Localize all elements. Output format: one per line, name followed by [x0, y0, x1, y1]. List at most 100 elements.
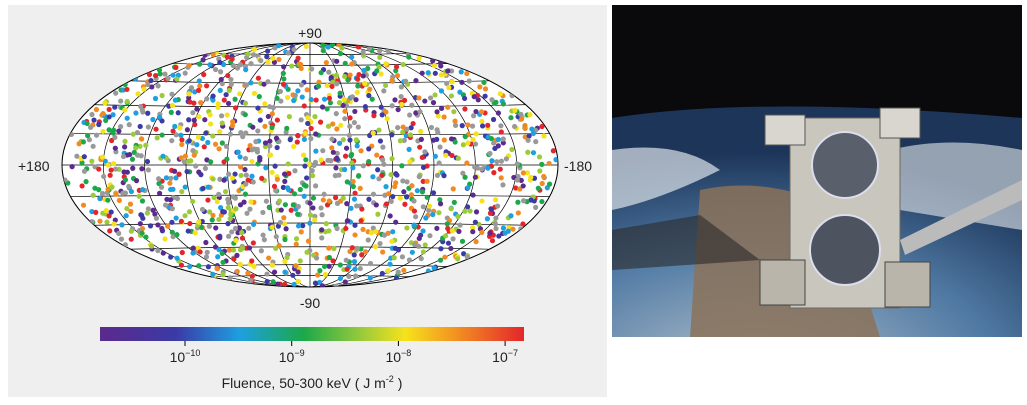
burst-dot [301, 103, 307, 109]
burst-dot [351, 196, 358, 202]
burst-dot [291, 191, 298, 197]
burst-dot [171, 168, 178, 174]
burst-dot [339, 45, 345, 51]
burst-dot [93, 209, 99, 215]
burst-dot [332, 195, 339, 201]
burst-dot [448, 206, 454, 212]
burst-dot [388, 198, 394, 205]
burst-dot [190, 148, 196, 154]
burst-dot [259, 175, 265, 181]
burst-dot [144, 210, 150, 216]
burst-dot [495, 136, 502, 143]
tick-exponent: −9 [294, 348, 304, 358]
burst-dot [462, 133, 468, 140]
burst-dot [201, 144, 207, 150]
burst-dot [109, 137, 115, 144]
burst-dot [323, 221, 329, 227]
burst-dot [217, 69, 224, 75]
burst-dot [297, 186, 303, 193]
burst-dot [186, 62, 192, 69]
burst-dot [498, 129, 504, 135]
burst-dot [342, 60, 348, 67]
burst-dot [260, 232, 266, 238]
burst-dot [392, 245, 398, 251]
burst-dot [330, 79, 336, 85]
burst-dot [271, 183, 278, 189]
burst-dot [156, 180, 162, 187]
burst-dot [210, 97, 216, 103]
burst-dot [541, 133, 547, 139]
burst-dot [522, 125, 528, 131]
burst-dot [89, 111, 95, 118]
burst-dot [285, 94, 291, 101]
burst-dot [170, 186, 176, 192]
burst-dot [276, 56, 282, 63]
burst-dot [418, 255, 424, 262]
burst-dot [357, 185, 363, 191]
burst-dot [291, 46, 297, 53]
burst-dot [207, 112, 213, 118]
burst-dot [234, 65, 241, 71]
burst-dot [295, 211, 301, 217]
burst-dot [174, 195, 181, 202]
burst-dot [340, 102, 346, 108]
burst-dot [434, 109, 440, 115]
burst-dot [138, 136, 145, 142]
burst-dot [278, 98, 284, 104]
burst-dot [160, 153, 166, 159]
burst-dot [379, 270, 385, 277]
burst-dot [110, 112, 116, 118]
burst-dot [321, 96, 328, 102]
burst-dot [334, 150, 340, 156]
burst-dot [465, 122, 471, 128]
burst-dot [347, 72, 353, 78]
burst-dot [420, 249, 426, 255]
burst-dot [177, 125, 183, 131]
burst-dot [403, 133, 409, 139]
burst-dot [449, 152, 455, 159]
burst-dot [438, 246, 444, 252]
burst-dot [212, 244, 219, 250]
burst-dot [271, 59, 278, 65]
burst-dot [145, 110, 151, 116]
burst-dot [477, 84, 483, 90]
burst-dot [448, 136, 455, 142]
burst-dot [108, 167, 114, 173]
burst-dot [200, 57, 206, 63]
burst-dot [169, 138, 175, 144]
burst-dot [133, 178, 140, 184]
burst-dot [290, 272, 296, 278]
burst-dot [489, 238, 496, 244]
burst-dot [152, 95, 159, 102]
burst-dot [264, 271, 270, 277]
burst-dot [226, 171, 232, 177]
burst-dot [150, 207, 156, 213]
burst-dot [273, 187, 279, 194]
burst-dot [237, 164, 244, 170]
burst-dot [250, 240, 256, 246]
burst-dot [392, 97, 398, 103]
burst-dot [427, 95, 434, 101]
burst-dot [291, 281, 297, 287]
burst-dot [162, 236, 168, 242]
burst-dot [286, 187, 292, 193]
burst-dot [271, 269, 278, 275]
burst-dot [307, 200, 313, 206]
burst-dot [500, 101, 507, 107]
burst-dot [230, 194, 236, 200]
burst-dot [438, 105, 445, 112]
burst-dot [294, 139, 300, 145]
burst-dot [388, 171, 394, 178]
burst-dot [351, 258, 358, 265]
burst-dot [187, 263, 193, 270]
burst-dot [460, 170, 466, 176]
burst-dot [360, 163, 366, 169]
burst-dot [458, 69, 464, 75]
burst-dot [224, 112, 230, 118]
burst-dot [112, 145, 118, 151]
burst-dot [123, 213, 129, 219]
burst-dot [325, 123, 332, 129]
burst-dot [370, 130, 376, 136]
burst-dot [334, 225, 340, 232]
